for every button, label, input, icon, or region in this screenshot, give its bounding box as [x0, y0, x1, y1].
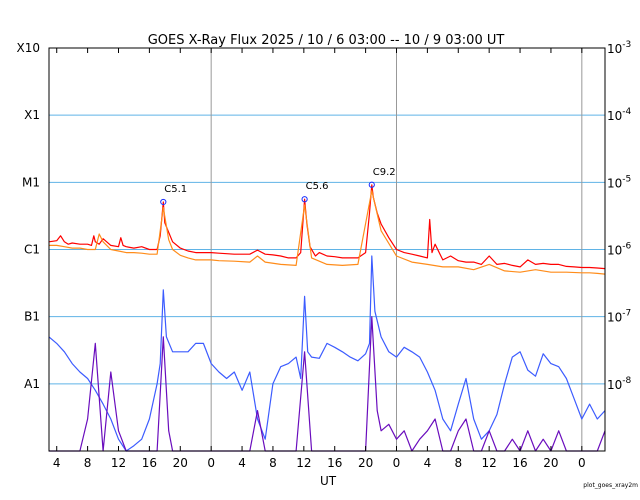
left-axis-label: B1	[24, 310, 40, 324]
left-axis-label: M1	[22, 175, 40, 189]
left-axis-labels: X10 X1 M1 C1 B1 A1	[17, 41, 41, 391]
chart-title: GOES X-Ray Flux 2025 / 10 / 6 03:00 -- 1…	[148, 33, 505, 48]
x-axis-ticks: 4 8 12 16 20 0 4 8 12 16 20 0 4 8 12 16 20 0	[53, 48, 586, 470]
left-axis-label: X10	[17, 41, 41, 55]
x-tick-label: 8	[269, 456, 277, 470]
flare-label: C9.2	[373, 167, 396, 178]
x-tick-label: 4	[424, 456, 432, 470]
x-tick-label: 16	[512, 456, 527, 470]
horizontal-gridlines	[49, 114, 605, 385]
left-axis-label: C1	[24, 243, 40, 257]
x-tick-label: 20	[173, 456, 188, 470]
flux-series-line	[49, 190, 606, 275]
x-tick-label: 20	[543, 456, 558, 470]
x-tick-label: 4	[238, 456, 246, 470]
x-tick-label: 12	[111, 456, 126, 470]
flux-series	[48, 184, 606, 452]
x-tick-label: 16	[327, 456, 342, 470]
x-tick-label: 0	[578, 456, 586, 470]
right-axis-labels: 10-3 10-4 10-5 10-6 10-7 10-8	[607, 40, 632, 392]
x-tick-label: 12	[482, 456, 497, 470]
flare-label: C5.6	[306, 181, 329, 192]
flare-marker	[368, 181, 375, 188]
flare-label: C5.1	[164, 184, 187, 195]
right-axis-label: 10-6	[607, 242, 632, 258]
left-axis-label: A1	[24, 377, 40, 391]
flare-marker	[160, 198, 167, 206]
right-axis-label: 10-5	[607, 174, 631, 190]
right-axis-label: 10-8	[607, 376, 632, 392]
x-tick-label: 16	[142, 456, 157, 470]
flux-series-line	[48, 255, 606, 452]
right-axis-label: 10-4	[607, 107, 632, 123]
x-tick-label: 0	[207, 456, 215, 470]
x-tick-label: 4	[53, 456, 61, 470]
flare-markers: C5.1 C5.6 C9.2	[160, 167, 396, 206]
x-tick-label: 8	[84, 456, 92, 470]
x-axis-label: UT	[320, 474, 337, 488]
x-tick-label: 20	[358, 456, 373, 470]
flux-series-line	[48, 184, 606, 270]
x-tick-label: 8	[454, 456, 462, 470]
right-axis-label: 10-3	[607, 40, 631, 56]
flare-marker	[301, 196, 308, 203]
footer-label: plot_goes_xray2m	[583, 482, 638, 489]
left-axis-label: X1	[24, 108, 40, 122]
x-tick-label: 0	[393, 456, 401, 470]
right-axis-label: 10-7	[607, 309, 631, 325]
plot-frame	[48, 47, 606, 452]
x-tick-label: 12	[296, 456, 311, 470]
